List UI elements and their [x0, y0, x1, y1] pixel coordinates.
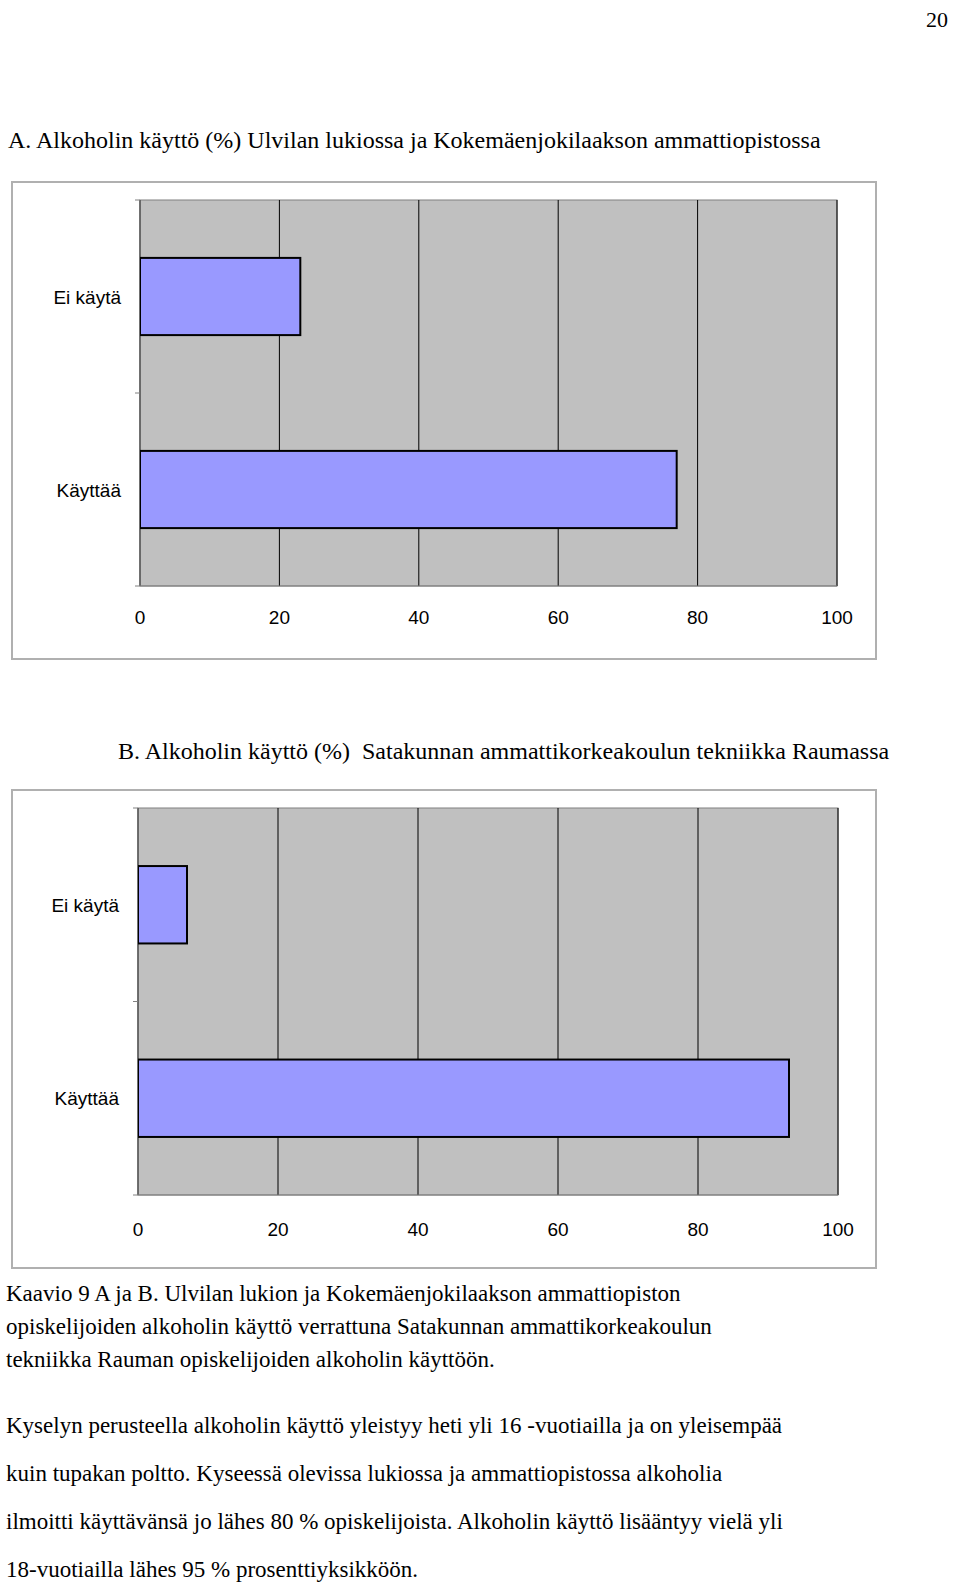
caption-line: Kaavio 9 A ja B. Ulvilan lukion ja Kokem…: [6, 1281, 681, 1306]
plot-area: [138, 808, 838, 1195]
bars: [140, 258, 677, 528]
tick-label: 80: [687, 607, 708, 628]
bar: [140, 451, 677, 528]
tick-label: 20: [267, 1219, 288, 1240]
chart: B. Alkoholin käyttö (%) Satakunnan ammat…: [12, 738, 890, 1268]
x-axis: [138, 1195, 838, 1196]
category-tick: [133, 808, 138, 809]
category-tick: [135, 393, 140, 394]
bars: [138, 866, 789, 1137]
bar: [138, 866, 187, 943]
tick-label: 80: [687, 1219, 708, 1240]
tick-label: 100: [821, 607, 853, 628]
chart-title: B. Alkoholin käyttö (%) Satakunnan ammat…: [118, 738, 890, 764]
grid-line: [838, 808, 839, 1195]
page-number: 20: [926, 7, 948, 32]
tick-label: 100: [822, 1219, 854, 1240]
chart: A. Alkoholin käyttö (%) Ulvilan lukiossa…: [8, 127, 876, 659]
caption-line: tekniikka Rauman opiskelijoiden alkoholi…: [6, 1347, 495, 1372]
caption-line: opiskelijoiden alkoholin käyttö verrattu…: [6, 1314, 712, 1339]
page: {"page_number": "20", "chart_data": [ {"…: [0, 0, 960, 1584]
paragraph-line: kuin tupakan poltto. Kyseessä olevissa l…: [6, 1461, 722, 1486]
background: [0, 0, 960, 1584]
category-tick: [133, 1001, 138, 1002]
grid-line: [837, 200, 838, 586]
paragraph-line: Kyselyn perusteella alkoholin käyttö yle…: [6, 1413, 782, 1438]
tick-label: 0: [133, 1219, 144, 1240]
category-tick: [135, 200, 140, 201]
category-label: Ei käytä: [53, 287, 121, 308]
bar: [140, 258, 300, 335]
tick-label: 0: [135, 607, 146, 628]
tick-label: 60: [548, 607, 569, 628]
chart-title: A. Alkoholin käyttö (%) Ulvilan lukiossa…: [8, 127, 821, 153]
grid-line: [697, 200, 698, 586]
chart-frame: [12, 790, 876, 1268]
category-tick: [133, 1195, 138, 1196]
tick-label: 40: [407, 1219, 428, 1240]
category-label: Ei käytä: [51, 895, 119, 916]
plot-area: [140, 200, 837, 586]
category-label: Käyttää: [57, 480, 122, 501]
tick-label: 40: [408, 607, 429, 628]
x-axis: [140, 586, 837, 587]
category-tick: [135, 586, 140, 587]
chart-frame: [12, 182, 876, 659]
tick-label: 20: [269, 607, 290, 628]
bar: [138, 1060, 789, 1137]
paragraph-line: ilmoitti käyttävänsä jo lähes 80 % opisk…: [6, 1509, 783, 1534]
paragraph-line: 18-vuotiailla lähes 95 % prosenttiyksikk…: [6, 1557, 418, 1582]
category-label: Käyttää: [55, 1088, 120, 1109]
page-canvas: 20 A. Alkoholin käyttö (%) Ulvilan lukios…: [0, 0, 960, 1584]
tick-label: 60: [547, 1219, 568, 1240]
